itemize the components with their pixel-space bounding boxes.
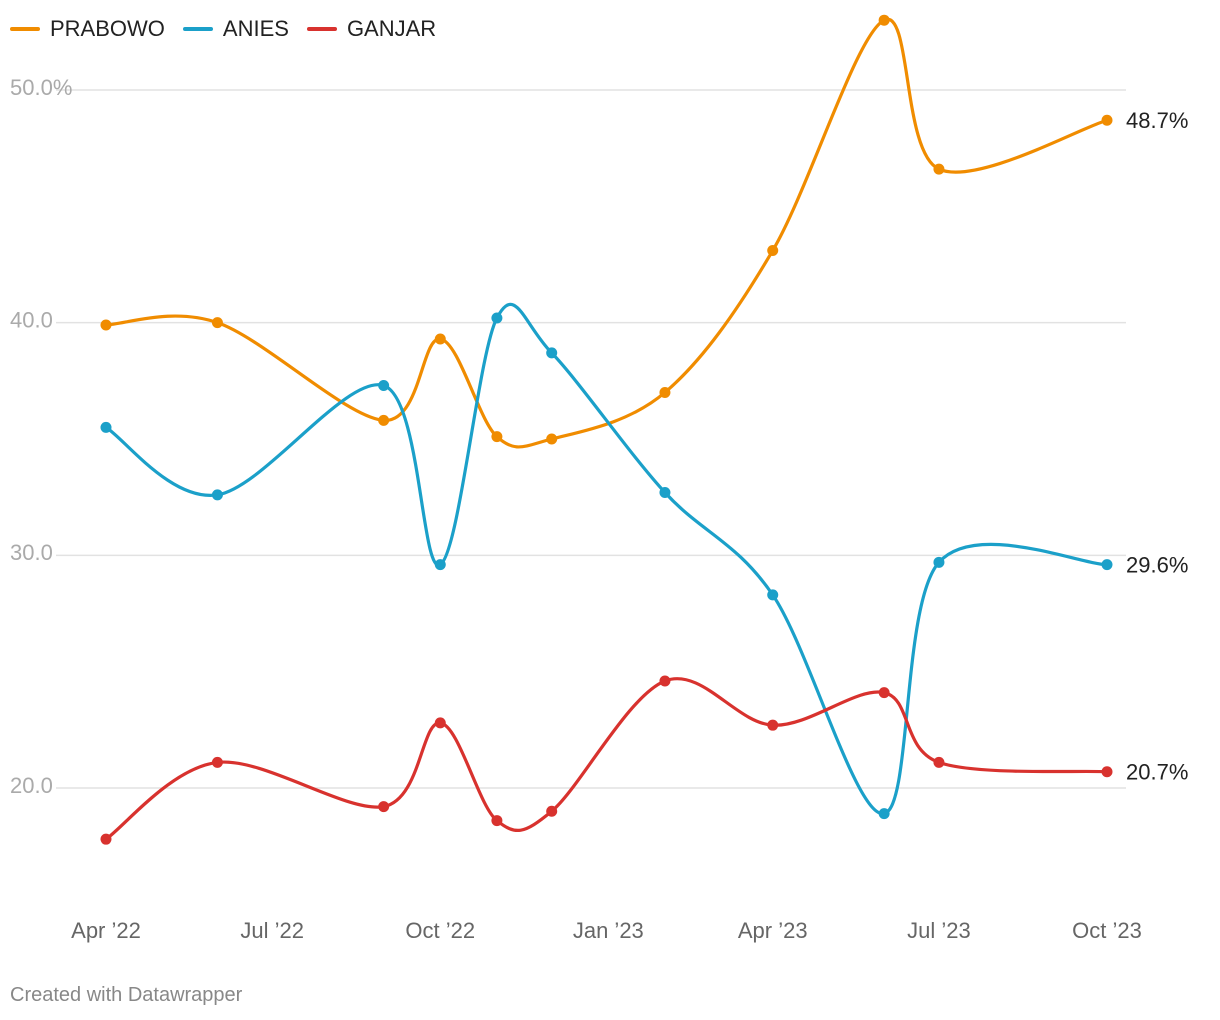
x-tick-label-2023-10-01: Oct ’23 [1072,918,1142,943]
series-line-anies [104,302,1109,816]
point-ganjar-2022-12-01 [546,805,558,817]
point-prabowo-2023-02-01 [659,386,671,398]
legend-label-anies: ANIES [222,16,289,41]
legend-swatch-prabowo [10,27,40,31]
legend-swatch-ganjar [306,27,337,31]
point-prabowo-2022-11-01 [491,431,503,443]
point-anies-2023-10-01 [1101,559,1113,571]
y-tick-label-50: 50.0% [10,75,72,100]
point-ganjar-2022-08-31 [378,801,390,813]
point-anies-2023-06-01 [878,808,890,820]
point-ganjar-2023-10-01 [1101,766,1113,778]
x-tick-label-2023-04-01: Apr ’23 [738,918,808,943]
point-ganjar-2023-06-01 [878,687,890,699]
point-anies-2023-02-01 [659,487,671,499]
y-tick-label-20: 20.0 [10,773,53,798]
y-tick-label-40: 40.0 [10,307,53,332]
x-tick-label-2022-04-01: Apr ’22 [71,918,141,943]
point-anies-2023-04-01 [767,589,779,601]
series-line-prabowo [104,17,1109,449]
legend-label-prabowo: PRABOWO [50,16,165,41]
point-anies-2023-07-01 [933,556,945,568]
point-prabowo-2022-06-01 [211,317,223,329]
x-tick-label-2023-01-01: Jan ’23 [573,918,644,943]
point-anies-2022-06-01 [211,489,223,501]
point-prabowo-2022-08-31 [378,414,390,426]
point-anies-2022-12-01 [546,347,558,359]
point-anies-2022-11-01 [491,312,503,324]
point-ganjar-2022-06-01 [211,756,223,768]
point-ganjar-2023-04-01 [767,719,779,731]
point-anies-2022-10-01 [434,559,446,571]
x-tick-label-2022-07-01: Jul ’22 [240,918,304,943]
credit-footer: Created with Datawrapper [10,984,243,1006]
end-label-prabowo: 48.7% [1126,108,1188,133]
point-prabowo-2023-06-01 [878,14,890,26]
point-anies-2022-04-01 [100,421,112,433]
x-tick-label-2023-07-01: Jul ’23 [907,918,971,943]
y-tick-label-30: 30.0 [10,540,53,565]
end-label-ganjar: 20.7% [1126,760,1188,785]
point-prabowo-2023-07-01 [933,163,945,175]
legend-item-anies: ANIES [182,16,289,42]
point-ganjar-2023-07-01 [933,756,945,768]
series-line-ganjar [104,677,1109,841]
point-prabowo-2023-10-01 [1101,114,1113,126]
point-prabowo-2022-04-01 [100,319,112,331]
legend-swatch-anies [182,27,213,31]
legend-item-prabowo: PRABOWO [10,16,165,42]
point-prabowo-2022-12-01 [546,433,558,445]
point-ganjar-2022-04-01 [100,833,112,845]
legend-label-ganjar: GANJAR [346,16,437,41]
point-ganjar-2023-02-01 [659,675,671,687]
legend-item-ganjar: GANJAR [306,16,437,42]
point-prabowo-2022-10-01 [434,333,446,345]
legend: PRABOWO ANIES GANJAR [10,16,436,42]
end-label-anies: 29.6% [1126,553,1188,578]
point-prabowo-2023-04-01 [767,245,779,257]
x-tick-label-2022-10-01: Oct ’22 [405,918,475,943]
point-ganjar-2022-11-01 [491,815,503,827]
point-ganjar-2022-10-01 [434,717,446,729]
point-anies-2022-08-31 [378,379,390,391]
